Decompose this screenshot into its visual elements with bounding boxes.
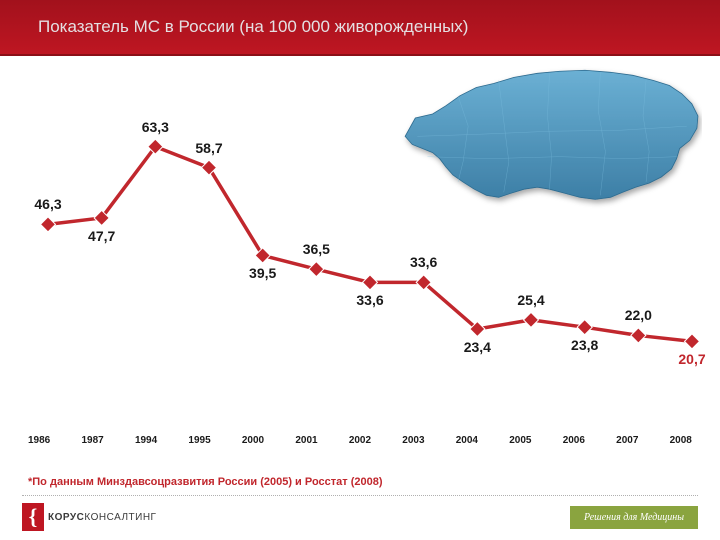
data-label: 47,7 — [88, 228, 115, 244]
data-label: 23,8 — [571, 337, 598, 353]
x-tick-label: 2008 — [670, 435, 692, 446]
data-label: 20,7 — [678, 351, 705, 367]
tagline: Решения для Медицины — [570, 506, 698, 529]
logo-text: КОРУСКОНСАЛТИНГ — [48, 512, 156, 523]
x-tick-label: 2002 — [349, 435, 371, 446]
x-tick-label: 2000 — [242, 435, 264, 446]
header-bar: Показатель МС в России (на 100 000 живор… — [0, 0, 720, 56]
data-label: 46,3 — [34, 196, 61, 212]
x-tick-label: 2005 — [509, 435, 531, 446]
brand-logo: { КОРУСКОНСАЛТИНГ — [22, 503, 156, 531]
footnote: *По данным Минздавсоцразвития России (20… — [28, 476, 383, 488]
logo-brace-icon: { — [22, 503, 44, 531]
divider — [22, 495, 698, 496]
x-tick-label: 1994 — [135, 435, 157, 446]
x-tick-label: 1986 — [28, 435, 50, 446]
page-title: Показатель МС в России (на 100 000 живор… — [38, 17, 468, 37]
x-tick-label: 1987 — [81, 435, 103, 446]
data-label: 39,5 — [249, 265, 276, 281]
data-label: 23,4 — [464, 339, 491, 355]
data-label: 36,5 — [303, 241, 330, 257]
footer: { КОРУСКОНСАЛТИНГ Решения для Медицины — [22, 502, 698, 532]
x-tick-label: 2007 — [616, 435, 638, 446]
data-label: 22,0 — [625, 307, 652, 323]
data-label: 33,6 — [356, 292, 383, 308]
x-tick-label: 2006 — [563, 435, 585, 446]
data-label: 25,4 — [517, 292, 544, 308]
x-axis-labels: 1986 1987 1994 1995 2000 2001 2002 2003 2004 2005… — [28, 435, 692, 446]
x-tick-label: 1995 — [188, 435, 210, 446]
data-label: 33,6 — [410, 254, 437, 270]
x-tick-label: 2001 — [295, 435, 317, 446]
x-tick-label: 2004 — [456, 435, 478, 446]
x-tick-label: 2003 — [402, 435, 424, 446]
russia-map — [397, 64, 702, 229]
data-label: 63,3 — [142, 119, 169, 135]
data-label: 58,7 — [195, 140, 222, 156]
chart-area: 1986 1987 1994 1995 2000 2001 2002 2003 2004 2005… — [0, 56, 720, 456]
